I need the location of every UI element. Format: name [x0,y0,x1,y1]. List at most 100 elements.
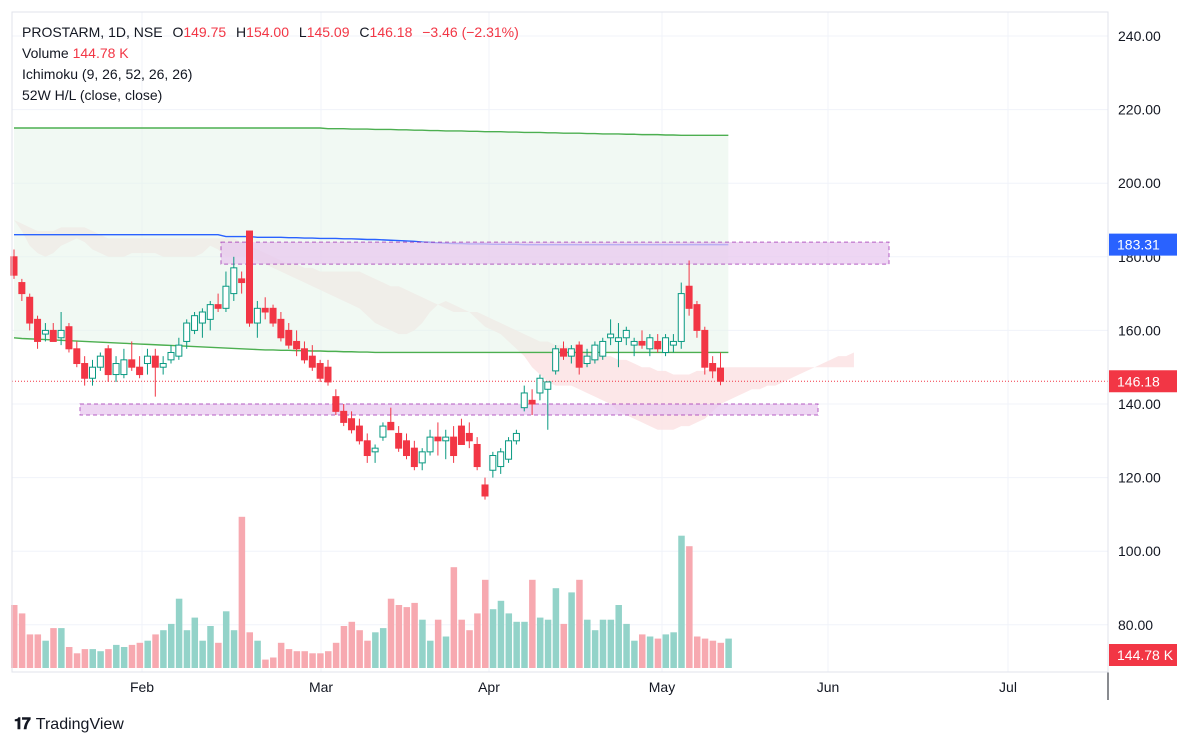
support-resistance-zone[interactable] [220,241,890,265]
candle[interactable] [403,433,410,460]
candle[interactable] [128,341,136,371]
candle[interactable] [96,352,104,371]
candle[interactable] [552,345,560,375]
candle[interactable] [355,418,363,445]
candle[interactable] [206,300,214,331]
candle[interactable] [348,411,356,434]
candle[interactable] [465,422,473,449]
candle[interactable] [308,345,316,371]
candle[interactable] [481,477,489,500]
candle[interactable] [379,422,387,441]
candle[interactable] [418,448,426,471]
candle[interactable] [300,341,308,364]
candle[interactable] [520,385,528,412]
last-price-tag[interactable]: 146.18 [1109,370,1177,393]
candle[interactable] [505,437,513,463]
candle[interactable] [253,300,261,338]
candle[interactable] [183,319,191,349]
candle[interactable] [591,341,599,364]
candle[interactable] [434,422,442,456]
candle[interactable] [191,312,199,335]
candle[interactable] [654,334,662,353]
candle[interactable] [371,444,379,463]
candle[interactable] [269,304,277,327]
candle[interactable] [457,418,465,445]
candle[interactable] [261,297,269,320]
candle[interactable] [567,345,575,364]
candle[interactable] [57,312,65,346]
legend-volume-row[interactable]: Volume 144.78 K [22,43,519,64]
candle[interactable] [614,323,622,368]
candle[interactable] [717,352,724,386]
candle[interactable] [709,356,717,379]
candle[interactable] [646,334,654,357]
candle[interactable] [120,348,128,379]
symbol-label[interactable]: PROSTARM, 1D, NSE [22,24,163,40]
candle[interactable] [450,426,458,463]
candle[interactable] [293,330,301,357]
candle[interactable] [104,345,112,382]
candle[interactable] [332,389,340,416]
blue-level-tag[interactable]: 183.31 [1109,233,1177,256]
candle[interactable] [151,348,159,397]
candle[interactable] [638,330,646,349]
candle[interactable] [340,404,348,427]
support-resistance-zone[interactable] [79,403,819,416]
candle[interactable] [489,451,497,478]
candle[interactable] [10,249,18,279]
candle[interactable] [167,345,175,364]
candle[interactable] [198,308,206,338]
candle[interactable] [426,429,434,456]
candle[interactable] [81,356,89,386]
candle[interactable] [693,300,701,338]
legend-52w[interactable]: 52W H/L (close, close) [22,87,163,103]
candle[interactable] [277,312,285,342]
candle[interactable] [159,356,167,375]
candle[interactable] [473,437,481,471]
candle[interactable] [73,341,81,368]
candle[interactable] [497,448,505,474]
candle[interactable] [49,323,57,342]
candle[interactable] [26,293,34,331]
candle[interactable] [238,271,246,294]
candle[interactable] [536,374,544,401]
candle[interactable] [230,256,238,301]
candle[interactable] [410,440,418,471]
candle[interactable] [701,326,709,375]
candle[interactable] [18,278,26,301]
candle[interactable] [630,337,638,357]
legend-ichimoku[interactable]: Ichimoku (9, 26, 52, 26, 26) [22,66,193,82]
candle[interactable] [685,260,693,316]
candle[interactable] [622,326,630,346]
candle[interactable] [560,341,567,360]
candle[interactable] [34,315,42,349]
candle[interactable] [583,348,591,368]
candle[interactable] [677,282,685,349]
candle[interactable] [599,337,607,360]
candle[interactable] [544,381,552,430]
candle[interactable] [669,334,677,353]
candle[interactable] [607,319,615,346]
candle[interactable] [143,348,151,375]
candle[interactable] [363,433,371,463]
candle[interactable] [246,230,253,327]
candle[interactable] [89,359,96,386]
candle[interactable] [575,341,583,375]
candle[interactable] [112,356,120,382]
candle[interactable] [512,429,520,445]
candle[interactable] [214,293,222,312]
footer-brand[interactable]: 𝟏𝟕 TradingView [14,716,124,734]
candle[interactable] [285,323,293,349]
candle[interactable] [528,389,536,416]
candle[interactable] [387,407,395,431]
candle[interactable] [324,359,332,386]
candle[interactable] [662,334,670,357]
candle[interactable] [395,426,403,452]
candle[interactable] [136,356,144,379]
last-volume-tag[interactable]: 144.78 K [1109,644,1177,666]
candle[interactable] [442,429,450,460]
candle[interactable] [222,271,230,312]
candle[interactable] [65,323,73,353]
